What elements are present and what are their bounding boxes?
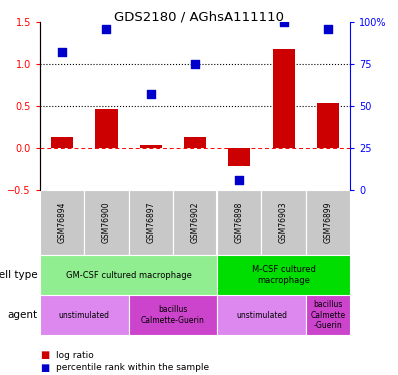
Text: cell type: cell type [0,270,38,280]
Bar [40,295,129,335]
Text: bacillus
Calmette
-Guerin: bacillus Calmette -Guerin [310,300,345,330]
Bar [217,190,261,255]
Bar [40,190,84,255]
Bar [217,295,306,335]
Text: GSM76897: GSM76897 [146,202,155,243]
Point [325,26,331,32]
Text: log ratio: log ratio [56,351,94,360]
Text: GSM76898: GSM76898 [235,202,244,243]
Bar [129,190,173,255]
Point [59,49,65,55]
Bar [184,137,206,148]
Bar [140,145,162,148]
Bar [173,190,217,255]
Text: GDS2180 / AGhsA111110: GDS2180 / AGhsA111110 [114,10,284,24]
Bar [217,255,350,295]
Text: unstimulated: unstimulated [236,310,287,320]
Text: GSM76903: GSM76903 [279,202,288,243]
Point [148,91,154,97]
Text: GSM76900: GSM76900 [102,202,111,243]
Text: percentile rank within the sample: percentile rank within the sample [56,363,209,372]
Bar [96,110,117,148]
Bar [129,295,217,335]
Text: GSM76902: GSM76902 [191,202,199,243]
Bar [306,190,350,255]
Point [192,61,198,67]
Bar [317,104,339,148]
Text: ■: ■ [40,350,49,360]
Text: ■: ■ [40,363,49,373]
Bar [261,190,306,255]
Bar [306,295,350,335]
Point [236,177,242,183]
Text: GM-CSF cultured macrophage: GM-CSF cultured macrophage [66,270,191,279]
Text: GSM76899: GSM76899 [323,202,332,243]
Text: unstimulated: unstimulated [59,310,110,320]
Bar [84,190,129,255]
Bar [51,137,73,148]
Bar [40,255,217,295]
Bar [228,148,250,166]
Text: bacillus
Calmette-Guerin: bacillus Calmette-Guerin [141,305,205,325]
Text: agent: agent [8,310,38,320]
Point [280,19,287,25]
Bar [273,49,295,148]
Point [103,26,109,32]
Text: GSM76894: GSM76894 [58,202,66,243]
Text: M-CSF cultured
macrophage: M-CSF cultured macrophage [252,265,316,285]
